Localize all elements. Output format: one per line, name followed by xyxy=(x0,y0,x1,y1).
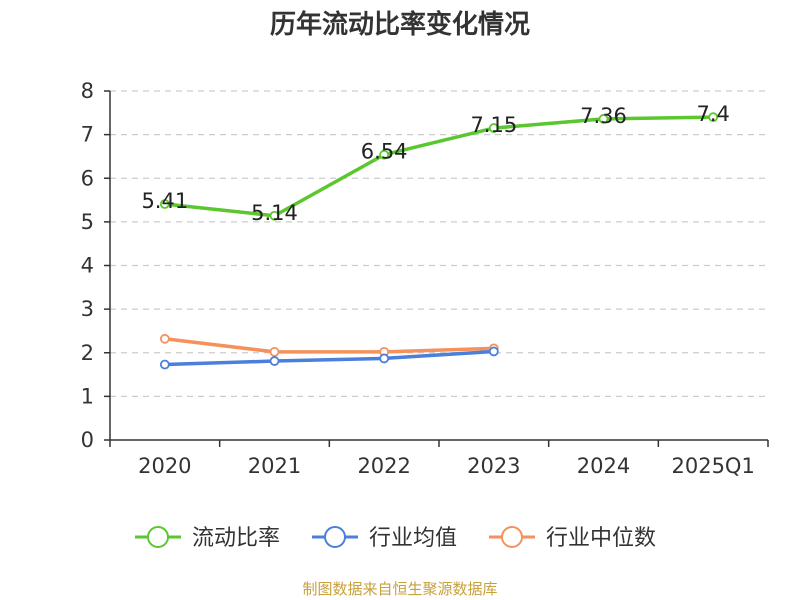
legend-marker-icon xyxy=(501,526,523,548)
x-tick-label: 2022 xyxy=(357,454,410,478)
series-lines xyxy=(159,112,719,370)
data-label: 7.36 xyxy=(580,104,627,128)
series-line xyxy=(164,337,494,354)
source-note: 制图数据来自恒生聚源数据库 xyxy=(302,580,498,598)
x-tick-label: 2020 xyxy=(138,454,191,478)
data-label: 7.4 xyxy=(696,102,729,126)
data-label: 5.14 xyxy=(251,201,298,225)
data-point[interactable] xyxy=(269,356,280,366)
x-tick-label: 2021 xyxy=(248,454,301,478)
data-point[interactable] xyxy=(159,199,170,209)
data-point[interactable] xyxy=(159,333,170,344)
axes: 0 1 2 3 4 5 6 7 8 2020 2021 2022 2023 2024 2025Q1 xyxy=(81,79,769,478)
x-tick-label: 2025Q1 xyxy=(671,454,754,478)
legend-label: 行业均值 xyxy=(369,526,457,551)
legend-marker-icon xyxy=(147,526,169,548)
data-point[interactable] xyxy=(379,149,390,160)
data-label: 7.15 xyxy=(470,113,517,137)
data-label: 5.41 xyxy=(141,189,188,213)
data-point[interactable] xyxy=(488,123,499,133)
series-line xyxy=(164,115,714,218)
x-tick-label: 2023 xyxy=(467,454,520,478)
y-tick-label: 0 xyxy=(81,428,94,452)
data-point[interactable] xyxy=(598,114,609,124)
legend-marker-icon xyxy=(324,526,346,548)
legend-label: 行业中位数 xyxy=(546,526,656,551)
data-point[interactable] xyxy=(269,210,280,221)
chart-title: 历年流动比率变化情况 xyxy=(269,10,530,40)
data-point[interactable] xyxy=(269,346,280,357)
legend-item[interactable]: 行业中位数 xyxy=(489,526,656,551)
y-tick-label: 6 xyxy=(81,166,94,190)
y-tick-label: 2 xyxy=(81,341,94,365)
data-point[interactable] xyxy=(488,346,499,357)
data-labels: 5.41 5.14 6.54 7.15 7.36 7.4 xyxy=(141,102,729,225)
data-point[interactable] xyxy=(379,353,390,364)
y-tick-label: 3 xyxy=(81,297,94,321)
y-tick-label: 1 xyxy=(81,384,94,408)
legend[interactable]: 流动比率 行业均值 行业中位数 xyxy=(135,526,656,551)
y-tick-label: 5 xyxy=(81,210,94,234)
legend-label: 流动比率 xyxy=(192,526,280,551)
data-point[interactable] xyxy=(159,359,170,370)
data-label: 6.54 xyxy=(361,140,408,164)
data-point[interactable] xyxy=(708,112,719,123)
y-tick-label: 8 xyxy=(81,79,94,103)
x-tick-label: 2024 xyxy=(577,454,630,478)
y-tick-label: 7 xyxy=(81,123,94,147)
legend-item[interactable]: 行业均值 xyxy=(312,526,457,551)
y-tick-label: 4 xyxy=(81,254,94,278)
legend-item[interactable]: 流动比率 xyxy=(135,526,280,551)
series-line xyxy=(164,349,494,367)
